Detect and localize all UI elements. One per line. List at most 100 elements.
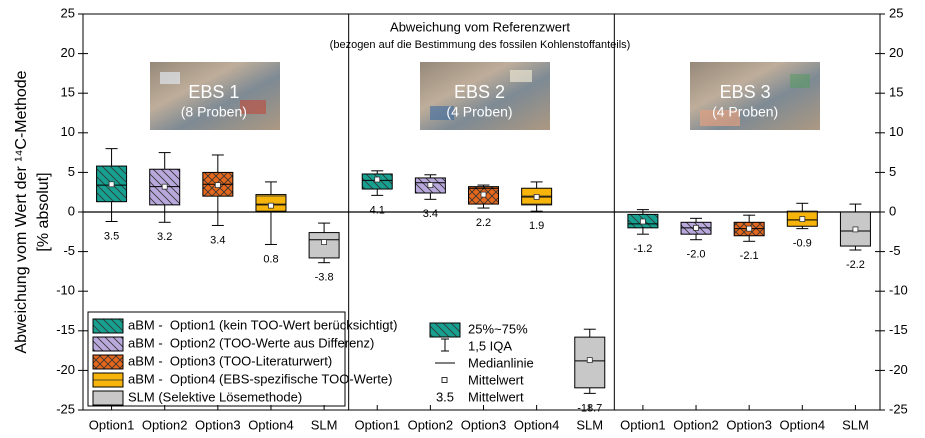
x-tick-label: SLM	[311, 417, 338, 432]
mean-marker	[640, 219, 645, 224]
mean-marker	[322, 240, 327, 245]
y2-tick-label: 15	[889, 85, 903, 100]
x-tick-label: Option2	[408, 417, 454, 432]
y2-tick-label: 0	[889, 203, 896, 218]
legend-swatch	[93, 337, 123, 351]
y2-tick-label: 25	[889, 5, 903, 20]
y-tick-label: -25	[56, 401, 75, 416]
y2-tick-label: -15	[889, 322, 908, 337]
value-label: 2.2	[476, 217, 491, 229]
x-tick-label: SLM	[576, 417, 603, 432]
value-label: -2.2	[846, 259, 865, 271]
mean-marker	[853, 227, 858, 232]
legend-label: SLM (Selektive Lösemethode)	[128, 389, 302, 404]
mean-marker	[215, 183, 220, 188]
y2-tick-label: 5	[889, 164, 896, 179]
group-label: EBS 1	[188, 82, 239, 102]
legend-label: aBM - Option4 (EBS-spezifische TOO-Werte…	[128, 371, 392, 386]
y-tick-label: -5	[63, 243, 75, 258]
chart: Abweichung vom Referenzwert (bezogen auf…	[0, 0, 925, 438]
key-symbol	[442, 378, 447, 383]
legend-label: aBM - Option2 (TOO-Werte aus Differenz)	[128, 335, 374, 350]
mean-marker	[481, 192, 486, 197]
x-tick-label: Option1	[620, 417, 666, 432]
y-tick-label: 15	[61, 85, 75, 100]
x-tick-label: Option4	[514, 417, 560, 432]
mean-marker	[694, 225, 699, 230]
legend-swatch	[93, 355, 123, 369]
mean-marker	[747, 226, 752, 231]
y-tick-label: 20	[61, 45, 75, 60]
legend-swatch	[93, 373, 123, 387]
value-label: 3.5	[104, 230, 119, 242]
legend-label: aBM - Option3 (TOO-Literaturwert)	[128, 353, 332, 368]
group-note: (4 Proben)	[712, 104, 778, 120]
y-tick-label: 25	[61, 5, 75, 20]
value-label: 3.4	[210, 234, 225, 246]
value-label: 3.2	[157, 231, 172, 243]
y-tick-label: -15	[56, 322, 75, 337]
x-tick-label: Option3	[726, 417, 772, 432]
key-symbol-label: 3.5	[436, 389, 454, 404]
legend-swatch	[93, 319, 123, 333]
key-label: 1,5 IQA	[468, 338, 512, 353]
value-label: -0.9	[793, 238, 812, 250]
y-tick-label: 10	[61, 124, 75, 139]
mean-marker	[428, 183, 433, 188]
mean-marker	[375, 177, 380, 182]
key-label: 25%~75%	[468, 321, 528, 336]
mean-marker	[268, 203, 273, 208]
value-label: -2.0	[687, 249, 706, 261]
mean-marker	[109, 182, 114, 187]
y-axis-label: [% absolut]	[35, 172, 52, 251]
y-tick-label: 0	[68, 203, 75, 218]
y2-tick-label: -5	[889, 243, 901, 258]
x-tick-label: Option2	[673, 417, 719, 432]
x-tick-label: Option1	[354, 417, 400, 432]
y2-tick-label: 20	[889, 45, 903, 60]
mean-marker	[800, 217, 805, 222]
chart-subtitle: (bezogen auf die Bestimmung des fossilen…	[330, 39, 631, 51]
x-tick-label: Option3	[195, 417, 241, 432]
x-tick-label: Option4	[248, 417, 294, 432]
y2-tick-label: -20	[889, 362, 908, 377]
value-label: -3.8	[315, 272, 334, 284]
x-tick-label: Option1	[89, 417, 135, 432]
x-tick-label: Option4	[780, 417, 826, 432]
y-tick-label: -10	[56, 283, 75, 298]
mean-marker	[534, 194, 539, 199]
key-label: Medianlinie	[468, 355, 534, 370]
key-label: Mittelwert	[468, 372, 524, 387]
value-label: 4.1	[370, 204, 385, 216]
y-tick-label: 5	[68, 164, 75, 179]
value-label: -1.2	[633, 243, 652, 255]
key-swatch	[430, 323, 460, 337]
photo-detail	[790, 74, 810, 88]
x-tick-label: SLM	[842, 417, 869, 432]
chart-title: Abweichung vom Referenzwert	[390, 19, 570, 34]
key-label: Mittelwert	[468, 389, 524, 404]
legend-label: aBM - Option1 (kein TOO-Wert berücksicht…	[128, 317, 397, 332]
y2-tick-label: -10	[889, 283, 908, 298]
group-label: EBS 3	[720, 82, 771, 102]
group-note: (8 Proben)	[181, 104, 247, 120]
y-tick-label: -20	[56, 362, 75, 377]
photo-detail	[160, 72, 180, 84]
y2-tick-label: -25	[889, 401, 908, 416]
legend-swatch	[93, 391, 123, 405]
group-label: EBS 2	[454, 82, 505, 102]
photo-detail	[510, 70, 532, 82]
group-note: (4 Proben)	[446, 104, 512, 120]
y2-tick-label: 10	[889, 124, 903, 139]
x-tick-label: Option3	[461, 417, 507, 432]
mean-marker	[587, 358, 592, 363]
mean-marker	[162, 184, 167, 189]
value-label: 1.9	[529, 220, 544, 232]
value-label: 3.4	[423, 208, 438, 220]
box	[309, 233, 339, 258]
value-label: 0.8	[263, 253, 278, 265]
value-label: -18.7	[577, 402, 602, 414]
x-tick-label: Option2	[142, 417, 188, 432]
value-label: -2.1	[740, 250, 759, 262]
y-axis-label: Abweichung vom Wert der ¹⁴C-Methode	[13, 70, 30, 353]
